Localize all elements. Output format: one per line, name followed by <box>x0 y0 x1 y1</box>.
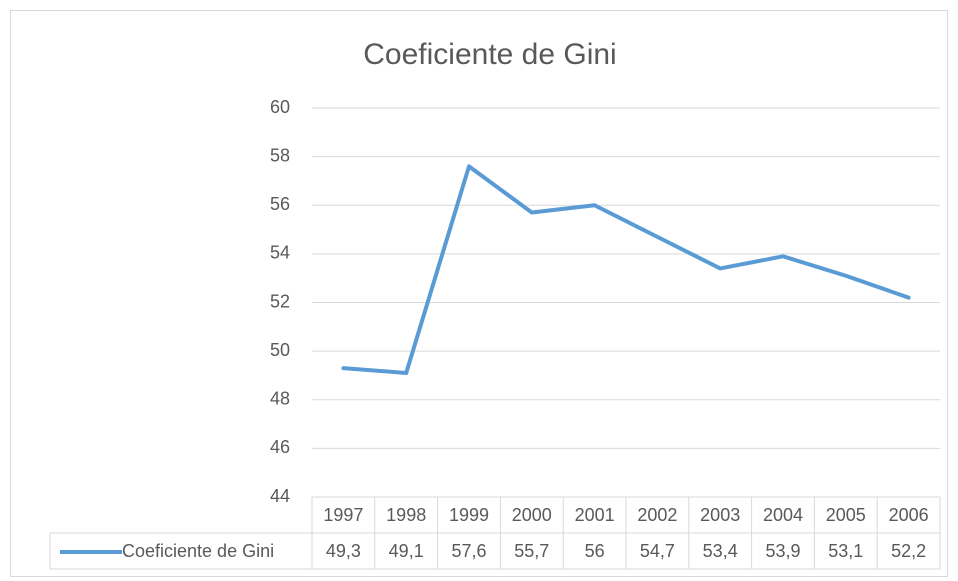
x-tick-label: 1997 <box>323 505 363 525</box>
legend-label: Coeficiente de Gini <box>122 541 274 561</box>
x-tick-label: 2004 <box>763 505 803 525</box>
x-tick-label: 2002 <box>637 505 677 525</box>
data-table-value: 49,1 <box>389 541 424 561</box>
x-tick-label: 2003 <box>700 505 740 525</box>
data-table-value: 56 <box>585 541 605 561</box>
x-tick-label: 1999 <box>449 505 489 525</box>
y-tick-label: 56 <box>270 194 290 214</box>
chart-border <box>10 10 948 577</box>
y-tick-label: 50 <box>270 340 290 360</box>
chart-title: Coeficiente de Gini <box>363 38 616 71</box>
x-tick-label: 2000 <box>512 505 552 525</box>
x-tick-label: 2005 <box>826 505 866 525</box>
data-table-value: 53,4 <box>703 541 738 561</box>
y-tick-label: 52 <box>270 291 290 311</box>
y-tick-label: 46 <box>270 437 290 457</box>
x-tick-label: 2001 <box>575 505 615 525</box>
data-table-value: 57,6 <box>451 541 486 561</box>
y-tick-label: 44 <box>270 486 290 506</box>
data-table-value: 55,7 <box>514 541 549 561</box>
y-tick-label: 54 <box>270 243 290 263</box>
y-tick-label: 58 <box>270 145 290 165</box>
data-table-value: 53,9 <box>765 541 800 561</box>
x-tick-label: 1998 <box>386 505 426 525</box>
y-tick-label: 48 <box>270 389 290 409</box>
y-tick-label: 60 <box>270 97 290 117</box>
data-table-value: 54,7 <box>640 541 675 561</box>
series-line <box>341 164 911 376</box>
data-table-value: 49,3 <box>326 541 361 561</box>
data-table-value: 52,2 <box>891 541 926 561</box>
data-table-value: 53,1 <box>828 541 863 561</box>
x-tick-label: 2006 <box>889 505 929 525</box>
